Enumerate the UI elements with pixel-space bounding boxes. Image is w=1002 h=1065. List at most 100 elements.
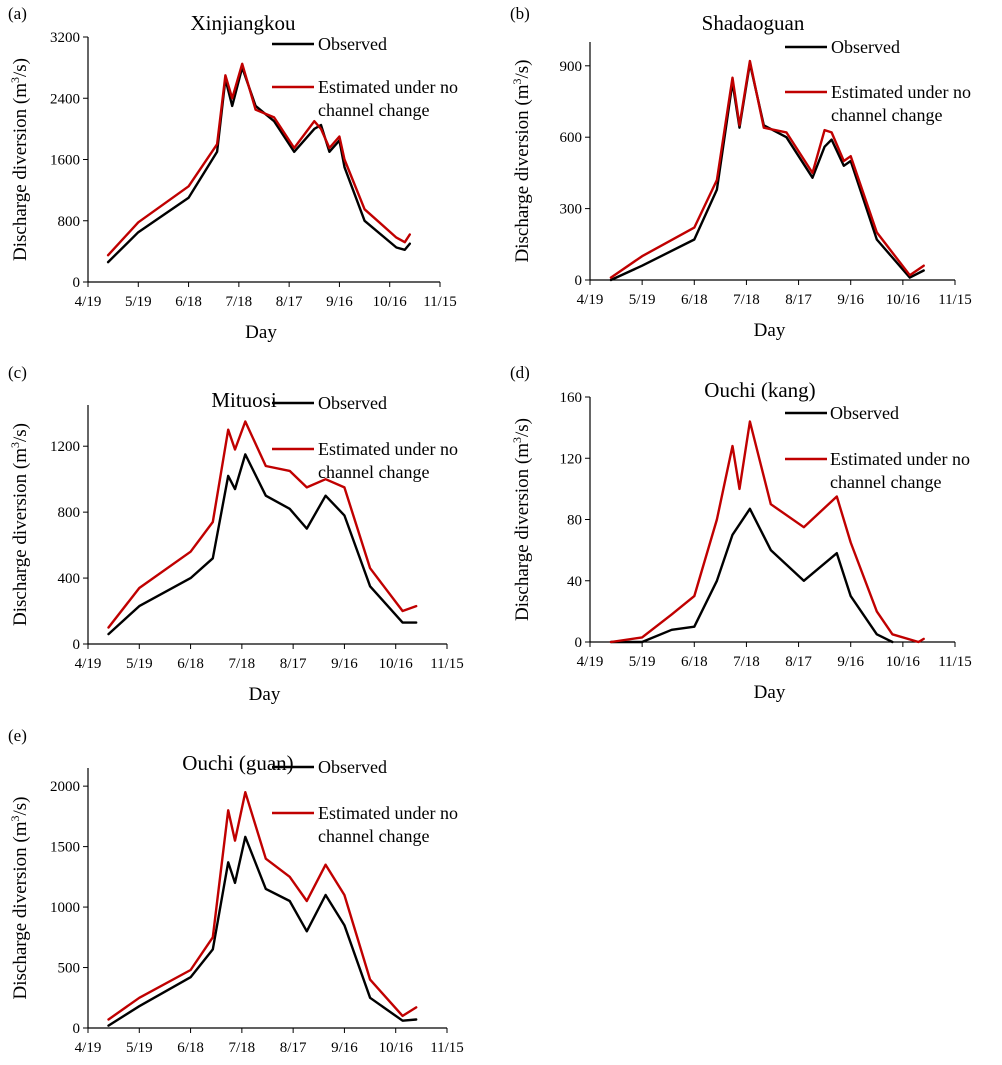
y-tick-label: 1600 xyxy=(50,153,80,169)
x-axis-label: Day xyxy=(754,320,786,341)
y-tick-label: 800 xyxy=(58,505,81,521)
x-tick-label: 4/19 xyxy=(75,1040,102,1056)
y-tick-label: 0 xyxy=(575,635,583,651)
chart-title: Ouchi (kang) xyxy=(704,378,815,402)
y-tick-label: 2400 xyxy=(50,91,80,107)
legend-label-estimated-line2: channel change xyxy=(831,105,942,125)
series-line-estimated xyxy=(107,791,418,1021)
y-tick-label: 1000 xyxy=(50,900,80,916)
x-tick-label: 11/15 xyxy=(430,656,464,672)
chart-title: Xinjiangkou xyxy=(191,11,296,35)
x-tick-label: 4/19 xyxy=(577,292,604,308)
series-line-observed xyxy=(609,62,925,282)
x-tick-label: 4/19 xyxy=(75,656,102,672)
x-axis-label: Day xyxy=(249,684,281,705)
y-tick-label: 2000 xyxy=(50,779,80,795)
x-tick-label: 10/16 xyxy=(379,1040,414,1056)
x-tick-label: 6/18 xyxy=(177,1040,204,1056)
x-tick-label: 5/19 xyxy=(125,294,152,310)
y-tick-label: 800 xyxy=(58,214,81,230)
x-tick-label: 11/15 xyxy=(430,1040,464,1056)
x-tick-label: 4/19 xyxy=(577,654,604,670)
legend-label-observed: Observed xyxy=(831,37,900,57)
legend-label-estimated-line2: channel change xyxy=(318,462,429,482)
x-tick-label: 5/19 xyxy=(629,292,656,308)
series-line-estimated xyxy=(106,62,411,257)
x-tick-label: 6/18 xyxy=(177,656,204,672)
chart-title: Ouchi (guan) xyxy=(182,751,293,775)
y-axis-label: Discharge diversion (m3/s) xyxy=(510,418,533,621)
legend-label-estimated: Estimated under no xyxy=(318,803,458,823)
x-tick-label: 6/18 xyxy=(681,654,708,670)
legend-label-estimated: Estimated under no xyxy=(318,77,458,97)
legend-label-estimated: Estimated under no xyxy=(830,449,970,469)
y-tick-label: 500 xyxy=(58,961,81,977)
legend-label-estimated-line2: channel change xyxy=(318,100,429,120)
x-tick-label: 5/19 xyxy=(629,654,656,670)
x-tick-label: 8/17 xyxy=(280,1040,307,1056)
series-line-observed xyxy=(609,507,894,644)
panel-label: (b) xyxy=(510,4,530,23)
x-tick-label: 10/16 xyxy=(886,654,921,670)
x-tick-label: 9/16 xyxy=(331,1040,358,1056)
series-line-observed xyxy=(106,66,411,264)
x-tick-label: 6/18 xyxy=(175,294,202,310)
x-tick-label: 7/18 xyxy=(226,294,253,310)
chart-panel: (a) Xinjiangkou 0 800 1600 2400 3200 4/19 5/19 6/… xyxy=(8,4,458,343)
x-axis-label: Day xyxy=(245,322,277,343)
series-line-observed xyxy=(107,453,418,636)
chart-title: Mituosi xyxy=(211,388,277,412)
legend-label-observed: Observed xyxy=(318,757,387,777)
x-axis-label: Day xyxy=(754,682,786,703)
chart-title: Shadaoguan xyxy=(702,11,805,35)
y-tick-label: 1500 xyxy=(50,840,80,856)
y-axis-label: Discharge diversion (m3/s) xyxy=(8,423,31,626)
panel-label: (c) xyxy=(8,363,27,382)
series-line-observed xyxy=(107,835,418,1027)
y-tick-label: 0 xyxy=(73,275,81,291)
series-line-estimated xyxy=(609,59,925,279)
x-tick-label: 10/16 xyxy=(886,292,921,308)
x-tick-label: 9/16 xyxy=(326,294,353,310)
panel-label: (d) xyxy=(510,363,530,382)
y-tick-label: 40 xyxy=(567,574,582,590)
legend-label-estimated-line2: channel change xyxy=(830,472,941,492)
x-tick-label: 11/15 xyxy=(423,294,457,310)
y-tick-label: 600 xyxy=(560,130,583,146)
x-tick-label: 11/15 xyxy=(938,654,972,670)
y-tick-label: 0 xyxy=(73,1021,81,1037)
x-tick-label: 11/15 xyxy=(938,292,972,308)
y-tick-label: 300 xyxy=(560,202,583,218)
y-axis-label: Discharge diversion (m3/s) xyxy=(510,60,533,263)
x-tick-label: 8/17 xyxy=(785,292,812,308)
y-tick-label: 400 xyxy=(58,571,81,587)
legend-label-estimated: Estimated under no xyxy=(318,439,458,459)
panel-label: (a) xyxy=(8,4,27,23)
y-axis-label: Discharge diversion (m3/s) xyxy=(8,797,31,1000)
y-tick-label: 3200 xyxy=(50,30,80,46)
y-tick-label: 80 xyxy=(567,513,582,529)
y-tick-label: 160 xyxy=(560,390,583,406)
y-tick-label: 0 xyxy=(575,273,583,289)
legend-label-estimated-line2: channel change xyxy=(318,826,429,846)
x-tick-label: 7/18 xyxy=(229,656,256,672)
x-tick-label: 7/18 xyxy=(733,654,760,670)
x-tick-label: 8/17 xyxy=(280,656,307,672)
y-tick-label: 0 xyxy=(73,637,81,653)
x-tick-label: 9/16 xyxy=(837,292,864,308)
legend-label-estimated: Estimated under no xyxy=(831,82,971,102)
x-tick-label: 10/16 xyxy=(379,656,414,672)
y-axis-label: Discharge diversion (m3/s) xyxy=(8,58,31,261)
legend-label-observed: Observed xyxy=(830,403,899,423)
y-tick-label: 120 xyxy=(560,451,583,467)
x-tick-label: 5/19 xyxy=(126,1040,153,1056)
x-tick-label: 6/18 xyxy=(681,292,708,308)
chart-panel: (d) Ouchi (kang) 0 40 80 120 160 4/19 5/19 6/18 7/… xyxy=(510,363,972,703)
y-tick-label: 900 xyxy=(560,59,583,75)
chart-panel: (e) Ouchi (guan) 0 500 1000 1500 2000 4/19 5/19 6… xyxy=(8,726,464,1056)
x-tick-label: 7/18 xyxy=(733,292,760,308)
x-tick-label: 7/18 xyxy=(229,1040,256,1056)
legend-label-observed: Observed xyxy=(318,34,387,54)
x-tick-label: 10/16 xyxy=(373,294,408,310)
chart-panel: (c) Mituosi 0 400 800 1200 4/19 5/19 6/18 7/18 8/1… xyxy=(8,363,464,705)
